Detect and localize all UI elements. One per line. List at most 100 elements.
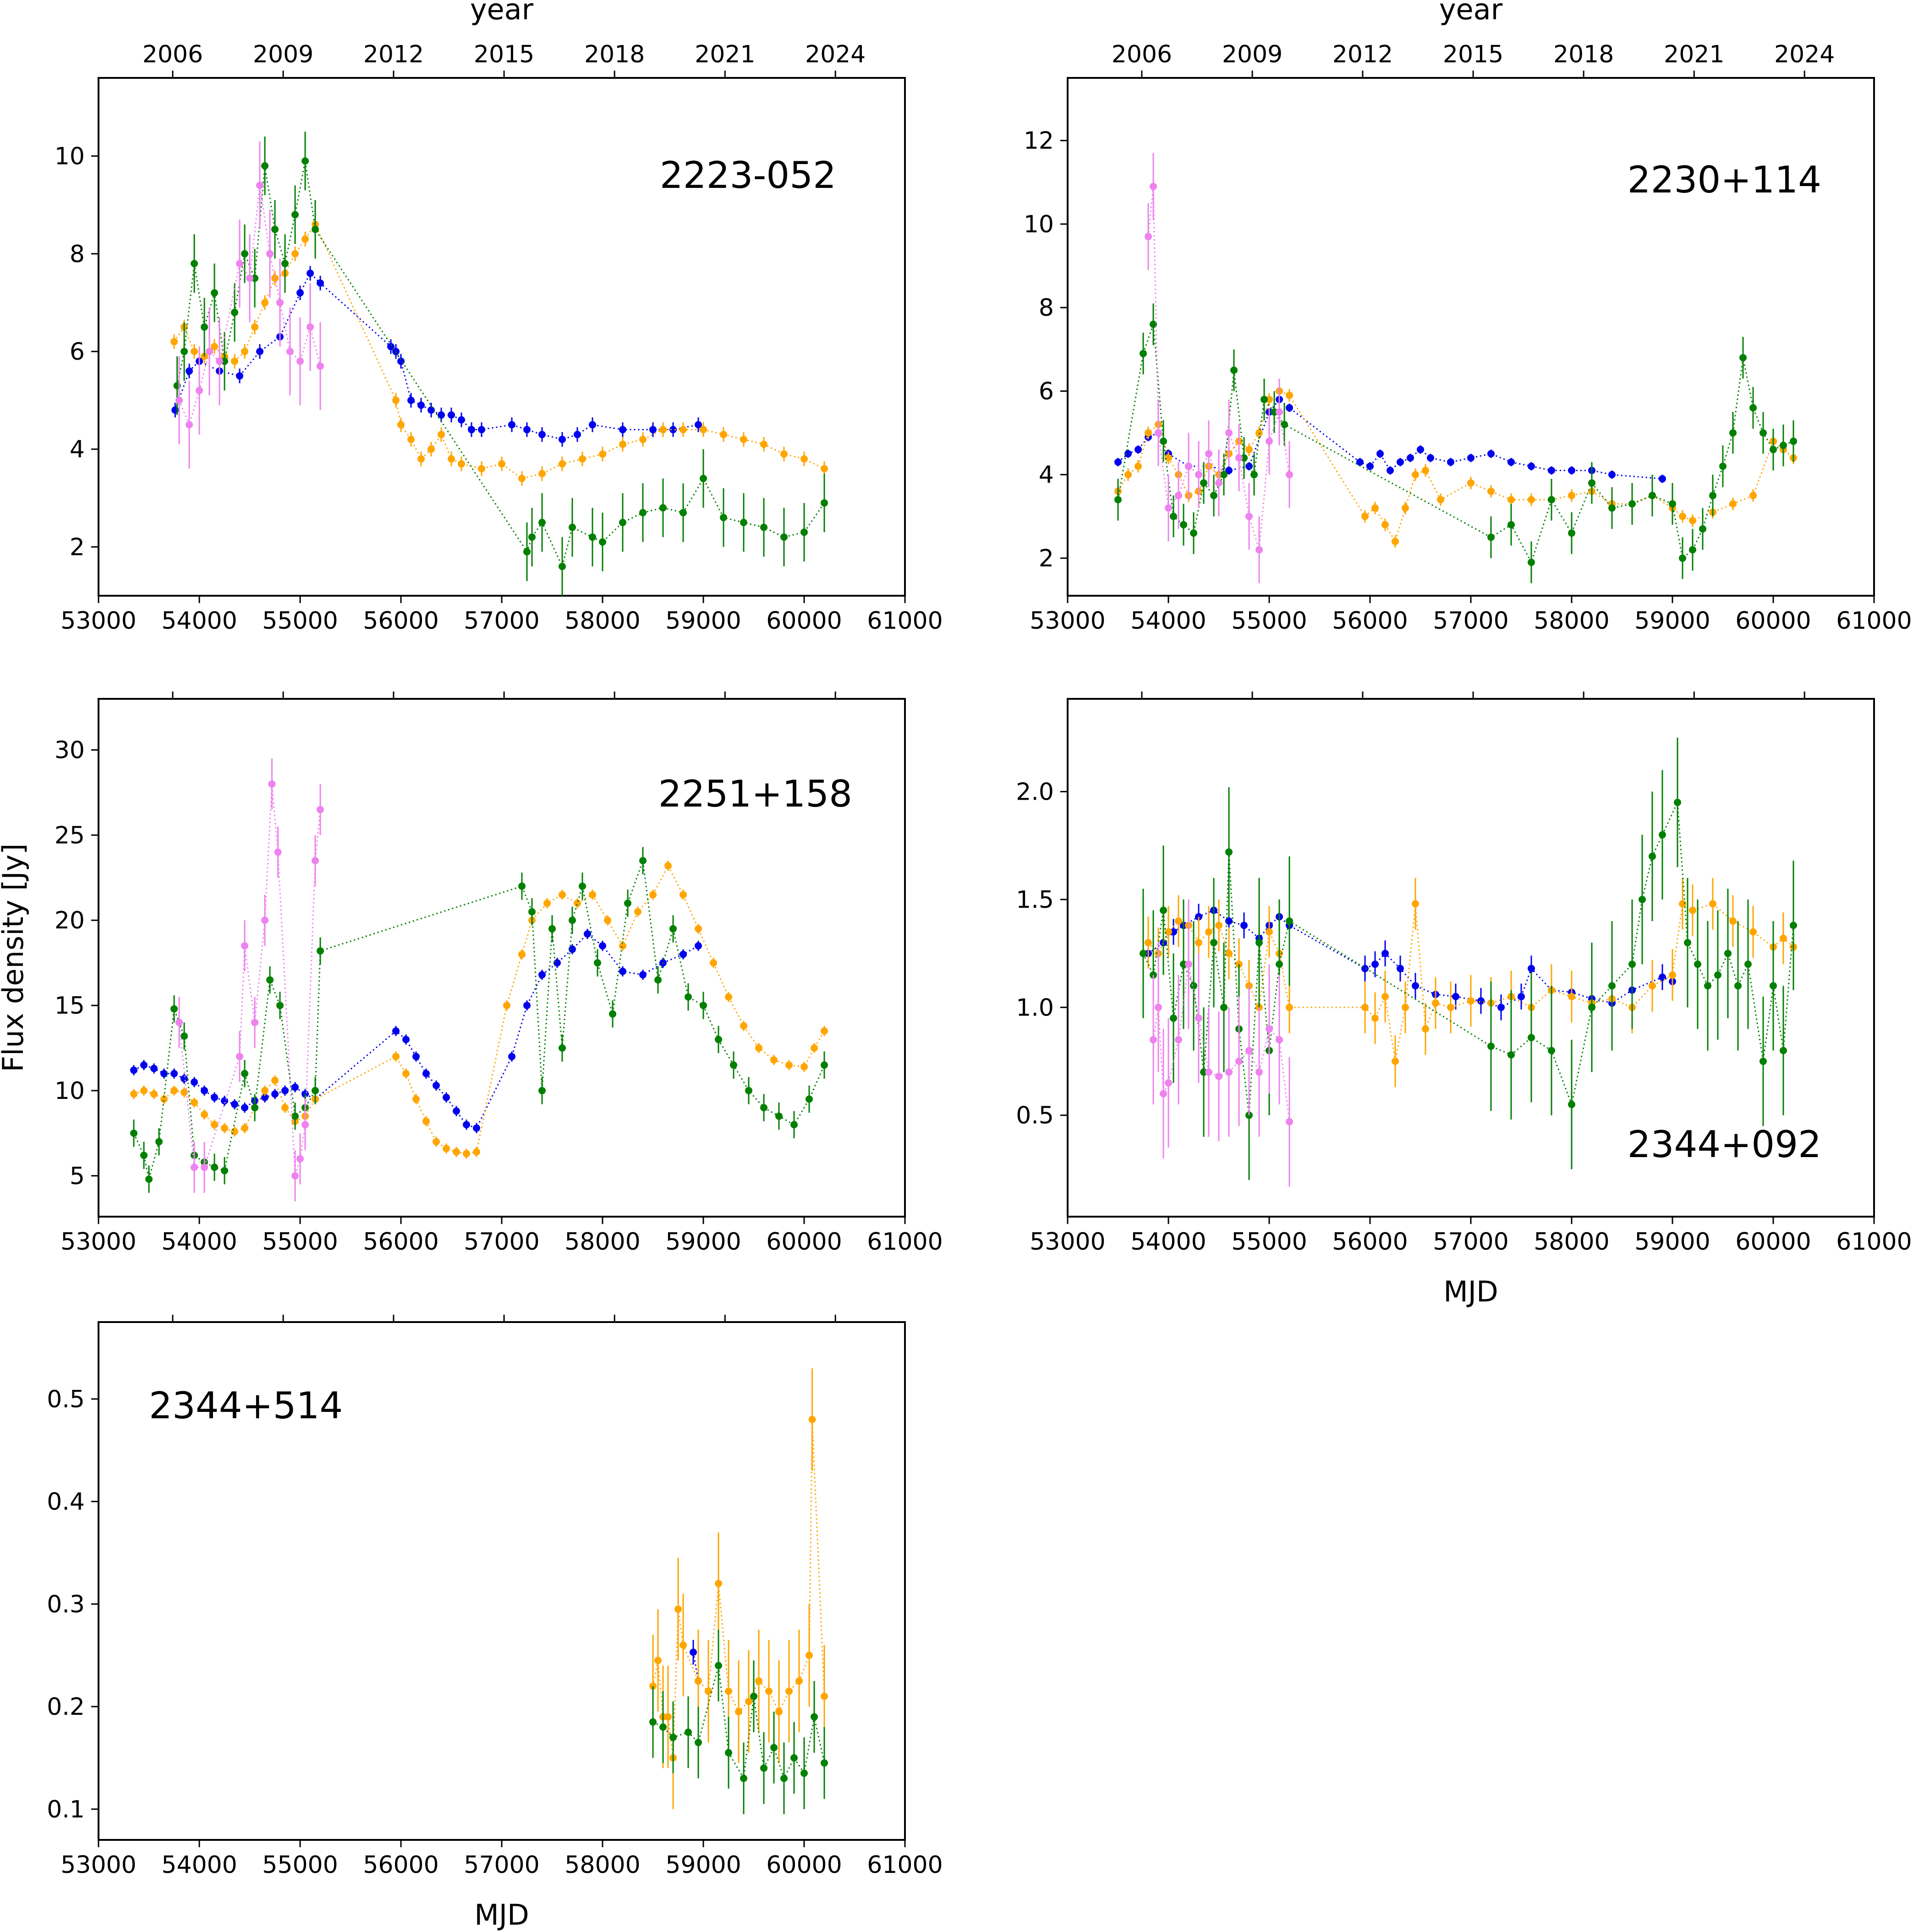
data-point-green: [221, 1167, 228, 1175]
data-point-blue: [1240, 922, 1248, 929]
data-point-blue: [1427, 454, 1434, 462]
data-point-blue: [463, 1121, 470, 1129]
data-point-green: [528, 908, 536, 916]
data-point-green: [301, 157, 309, 165]
panel-2230+114: 53000 54000 55000 56000 57000 58000 59000 60000…: [1024, 0, 1912, 635]
data-point-orange: [808, 1416, 816, 1423]
data-point-blue: [261, 1093, 269, 1101]
data-point-blue: [1245, 462, 1253, 470]
data-point-orange: [785, 1061, 793, 1069]
data-point-green: [760, 1764, 767, 1772]
data-point-orange: [1371, 1014, 1379, 1022]
data-point-orange: [448, 455, 455, 463]
top-tick-label: 2009: [253, 41, 313, 68]
data-point-violet: [296, 357, 304, 365]
data-point-orange: [1467, 997, 1474, 1005]
x-tick-label: 61000: [1836, 1228, 1912, 1256]
data-point-green: [1790, 922, 1797, 929]
data-point-orange: [559, 891, 566, 899]
data-point-blue: [428, 406, 435, 414]
data-point-green: [528, 533, 536, 541]
data-point-green: [770, 1744, 778, 1751]
data-point-green: [639, 509, 647, 516]
data-point-violet: [1185, 961, 1192, 968]
data-point-orange: [664, 862, 672, 870]
data-point-blue: [619, 426, 626, 434]
data-point-green: [1709, 492, 1716, 499]
x-tick-label: 59000: [665, 1228, 741, 1256]
data-point-green: [1160, 906, 1167, 914]
data-point-green: [312, 225, 319, 233]
data-point-green: [715, 1036, 722, 1043]
data-point-blue: [695, 942, 702, 950]
y-tick-label: 6: [70, 338, 85, 366]
data-point-orange: [191, 1098, 198, 1106]
data-point-orange: [241, 347, 248, 355]
data-point-orange: [261, 299, 269, 307]
data-point-blue: [1371, 961, 1379, 968]
data-point-green: [1507, 521, 1515, 529]
data-marks: [649, 1368, 828, 1815]
data-point-blue: [1477, 997, 1485, 1005]
data-point-orange: [785, 1687, 793, 1695]
data-point-green: [790, 1754, 798, 1762]
data-point-orange: [271, 1076, 279, 1084]
data-point-orange: [1422, 467, 1429, 474]
data-point-blue: [1487, 450, 1495, 458]
data-point-violet: [1185, 462, 1192, 470]
data-point-violet: [246, 274, 253, 282]
data-point-orange: [599, 450, 606, 458]
data-point-blue: [160, 1070, 168, 1077]
top-tick-label: 2024: [1774, 41, 1835, 68]
data-point-green: [1729, 429, 1737, 437]
y-tick-label: 0.4: [47, 1488, 85, 1516]
data-point-orange: [251, 323, 258, 331]
panel-label: 2230+114: [1628, 159, 1821, 201]
data-point-orange: [1371, 504, 1379, 512]
data-point-orange: [760, 440, 767, 448]
data-point-orange: [1669, 971, 1676, 979]
data-point-violet: [317, 362, 324, 370]
data-point-green: [211, 289, 218, 297]
data-point-orange: [821, 465, 828, 472]
data-point-green: [1487, 533, 1495, 541]
x-tick-label: 55000: [262, 1228, 338, 1256]
data-point-orange: [1780, 934, 1787, 942]
data-point-green: [725, 1749, 732, 1756]
x-tick-label: 55000: [262, 607, 338, 635]
x-tick-label: 57000: [464, 1228, 539, 1256]
data-point-blue: [170, 1070, 178, 1077]
data-point-blue: [619, 967, 626, 975]
data-point-orange: [428, 445, 435, 453]
data-point-green: [740, 519, 747, 527]
y-tick-label: 6: [1039, 378, 1054, 405]
data-point-green: [281, 260, 289, 268]
data-point-orange: [821, 1692, 828, 1700]
data-point-green: [1210, 939, 1217, 947]
data-point-green: [1190, 529, 1197, 537]
data-point-orange: [710, 959, 717, 967]
data-point-green: [291, 211, 299, 219]
data-point-green: [266, 976, 274, 984]
data-point-orange: [800, 455, 808, 463]
data-point-orange: [503, 1002, 510, 1010]
data-point-orange: [453, 1148, 460, 1156]
x-axis-label: MJD: [474, 1898, 529, 1932]
data-point-green: [1220, 1004, 1228, 1011]
x-tick-label: 59000: [665, 607, 741, 635]
data-point-orange: [604, 917, 611, 924]
data-point-orange: [715, 1580, 722, 1587]
data-point-blue: [236, 372, 243, 380]
data-point-green: [1200, 1068, 1207, 1076]
data-point-green: [821, 1759, 828, 1767]
data-point-orange: [1195, 939, 1202, 947]
data-point-green: [685, 993, 692, 1001]
data-point-green: [639, 857, 647, 865]
data-point-blue: [231, 1100, 238, 1108]
data-point-orange: [1402, 1004, 1409, 1011]
y-tick-label: 0.5: [1016, 1102, 1054, 1130]
data-point-green: [1684, 939, 1691, 947]
data-point-green: [669, 1734, 677, 1741]
data-point-green: [170, 1005, 178, 1013]
